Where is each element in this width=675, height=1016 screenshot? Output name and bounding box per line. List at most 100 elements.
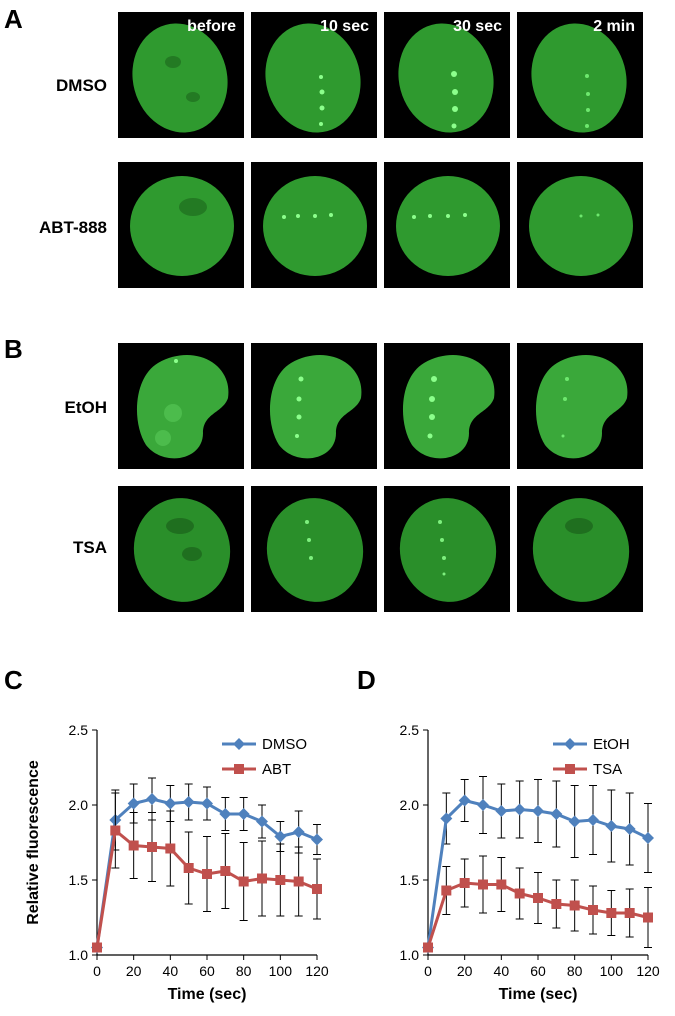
x-tick-label: 100: [269, 963, 293, 979]
micrograph-tsa-2min: [517, 486, 643, 612]
chart-d: 1.0 1.5 2.0 2.5 0 20 40 60 80 100 120 Time (sec) EtO…: [400, 722, 660, 1003]
x-tick-label: 60: [530, 963, 546, 979]
x-axis-label: Time (sec): [168, 986, 247, 1003]
data-point: [312, 884, 322, 894]
legend-marker: [233, 738, 245, 750]
data-point: [311, 833, 323, 846]
data-point: [532, 805, 544, 817]
y-tick-label: 1.5: [69, 872, 89, 888]
micrograph-abt888-30sec: [384, 162, 510, 288]
legend-label: TSA: [593, 761, 622, 778]
chart-c: 1.0 1.5 2.0 2.5 0 20 40 60 80 100 120 Time (sec) Rel…: [25, 722, 329, 1003]
legend-marker: [234, 764, 244, 774]
micrograph-abt888-2min: [517, 162, 643, 288]
legend-marker: [564, 738, 576, 750]
panel-letter-a: A: [4, 4, 23, 34]
x-axis-label: Time (sec): [499, 986, 578, 1003]
data-point: [256, 815, 268, 828]
data-point: [128, 840, 139, 851]
x-tick-label: 0: [424, 963, 432, 979]
x-tick-label: 20: [126, 963, 142, 979]
data-point: [605, 820, 618, 832]
column-label-30sec: 30 sec: [453, 18, 502, 35]
micrograph-etoh-before: [118, 343, 244, 469]
micrograph-tsa-30sec: [384, 486, 510, 612]
legend-label: EtOH: [593, 736, 630, 753]
row-label-tsa: TSA: [73, 538, 107, 557]
micrograph-etoh-10sec: [251, 343, 377, 469]
y-tick-label: 2.0: [400, 797, 420, 813]
micrograph-etoh-2min: [517, 343, 643, 469]
data-point: [477, 799, 489, 811]
data-point: [550, 808, 563, 820]
legend-label: DMSO: [262, 736, 307, 753]
data-point: [440, 812, 453, 825]
micrograph-dmso-2min: 2 min: [517, 12, 643, 138]
data-point: [496, 879, 507, 890]
x-tick-label: 80: [567, 963, 583, 979]
x-tick-label: 120: [636, 963, 660, 979]
column-label-2min: 2 min: [593, 18, 635, 35]
data-point: [588, 905, 598, 915]
data-point: [238, 876, 249, 887]
data-point: [146, 793, 158, 805]
y-tick-label: 1.0: [400, 947, 420, 963]
data-point: [257, 873, 267, 884]
legend-marker: [565, 764, 575, 774]
data-point: [275, 875, 286, 885]
legend-label: ABT: [262, 761, 291, 778]
data-point: [127, 797, 140, 810]
row-label-dmso: DMSO: [56, 76, 107, 95]
data-point: [182, 796, 195, 808]
data-point: [642, 832, 654, 844]
data-point: [201, 797, 213, 810]
row-label-etoh: EtOH: [64, 398, 108, 417]
data-point: [459, 878, 470, 888]
data-point: [219, 808, 232, 820]
x-tick-label: 40: [163, 963, 179, 979]
x-tick-label: 80: [236, 963, 252, 979]
data-point: [165, 843, 176, 854]
y-axis-label: Relative fluorescence: [25, 760, 42, 925]
column-label-10sec: 10 sec: [320, 18, 369, 35]
panel-letter-d: D: [357, 665, 376, 695]
micrograph-dmso-30sec: 30 sec: [384, 12, 510, 138]
data-point: [569, 900, 580, 911]
data-point: [513, 803, 526, 816]
data-point: [643, 912, 653, 923]
micrograph-abt888-10sec: [251, 162, 377, 288]
data-point: [441, 885, 452, 896]
data-point: [220, 866, 231, 876]
micrograph-dmso-before: before: [118, 12, 244, 138]
data-point: [92, 942, 102, 953]
data-point: [202, 869, 212, 879]
y-tick-label: 2.5: [400, 722, 420, 738]
data-point: [293, 876, 304, 887]
data-point: [551, 899, 562, 909]
x-tick-label: 100: [600, 963, 624, 979]
micrograph-tsa-before: [118, 486, 244, 612]
data-point: [237, 808, 250, 820]
panel-letter-b: B: [4, 334, 23, 364]
data-point: [514, 888, 525, 899]
column-label-before: before: [187, 18, 236, 35]
data-point: [533, 893, 543, 903]
row-label-abt888: ABT-888: [38, 218, 107, 237]
y-tick-label: 2.0: [69, 797, 89, 813]
x-tick-label: 0: [93, 963, 101, 979]
data-point: [164, 797, 177, 810]
data-point: [587, 814, 599, 826]
x-tick-label: 40: [494, 963, 510, 979]
x-tick-label: 20: [457, 963, 473, 979]
data-point: [147, 842, 157, 852]
x-tick-label: 60: [199, 963, 215, 979]
y-tick-label: 1.0: [69, 947, 89, 963]
y-tick-label: 1.5: [400, 872, 420, 888]
x-tick-label: 120: [305, 963, 329, 979]
data-point: [423, 942, 433, 953]
micrograph-dmso-10sec: 10 sec: [251, 12, 377, 138]
data-point: [624, 908, 635, 918]
data-point: [495, 805, 508, 817]
series-etoh: [422, 776, 654, 954]
data-point: [623, 823, 636, 835]
